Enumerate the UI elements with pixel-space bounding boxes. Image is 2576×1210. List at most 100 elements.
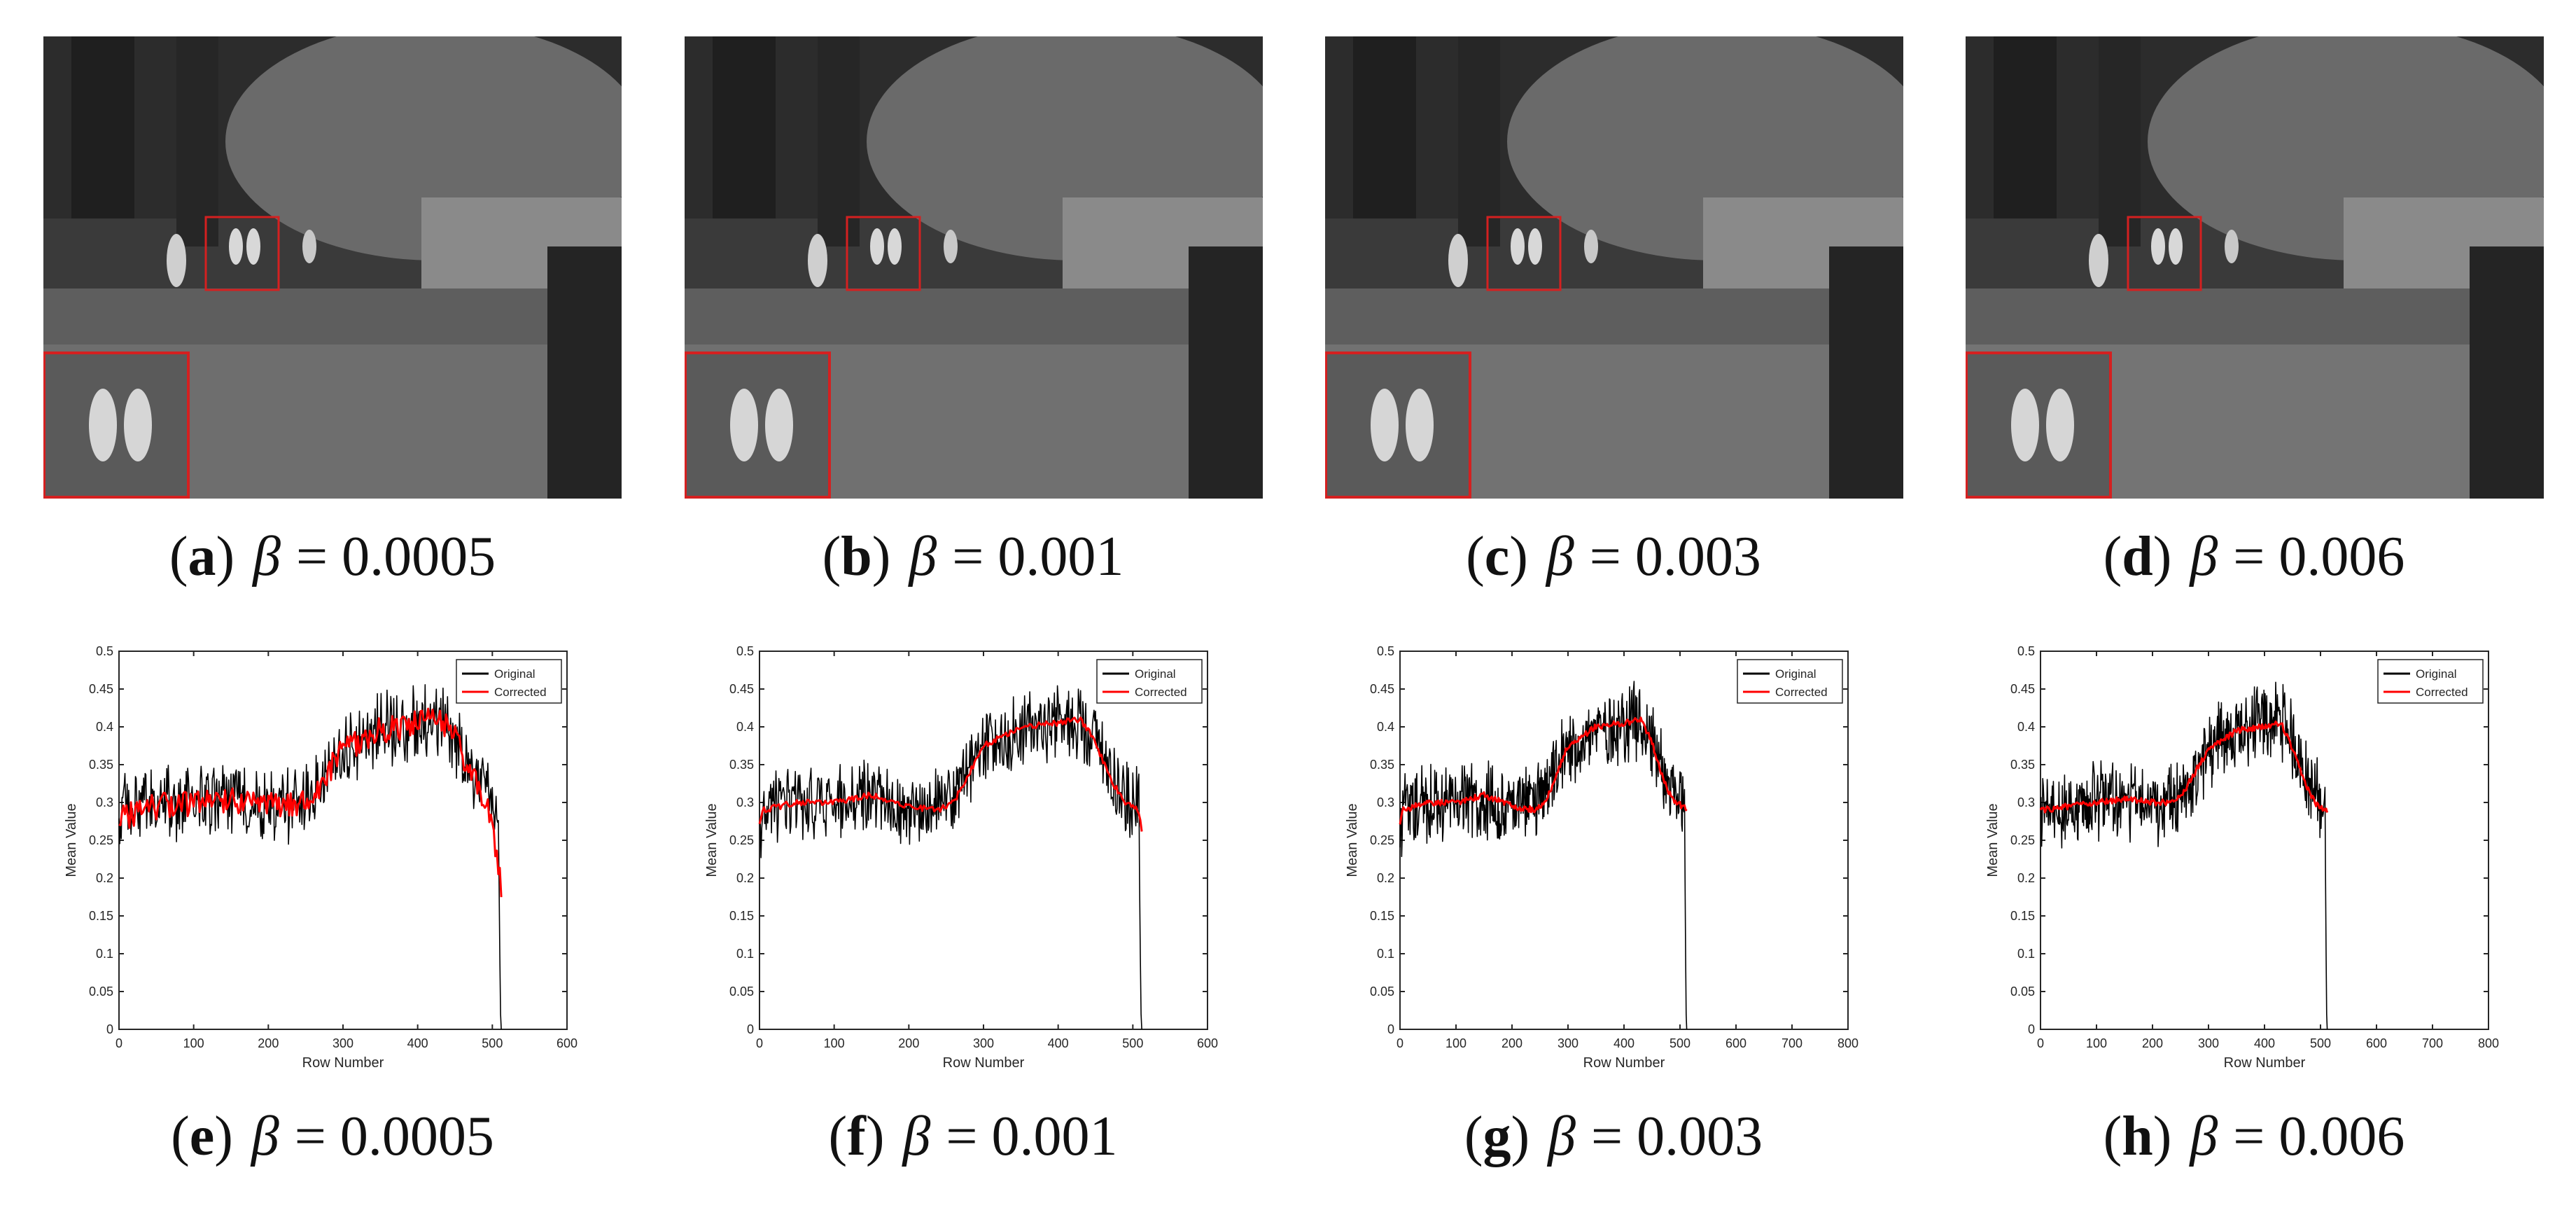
series-line-corrected (2039, 721, 2329, 814)
y-tick-label: 0.35 (1370, 758, 1394, 772)
y-tick-label: 0.05 (729, 985, 754, 999)
y-tick-label: 0.25 (89, 833, 113, 847)
series-line-original (2040, 681, 2328, 1030)
infrared-image-c (1325, 36, 1903, 499)
y-tick-label: 0.1 (2017, 947, 2035, 961)
plot-area (118, 651, 568, 1030)
series-line-original (118, 684, 502, 1030)
caption-g-beta: 0.003 (1637, 1106, 1763, 1167)
caption-h: (h) β = 0.006 (2103, 1106, 2405, 1167)
infrared-image-d (1966, 36, 2544, 499)
x-tick-label: 300 (973, 1036, 994, 1050)
mean-value-chart-e: 0 0.05 0.1 0.15 0.2 0.25 0.3 0.35 0.4 0.45 0.5 0 100… (31, 634, 634, 1082)
y-tick-label: 0.4 (96, 720, 113, 734)
y-tick-label: 0.5 (96, 644, 113, 658)
beta-symbol: β (251, 1106, 279, 1167)
x-tick-label: 200 (258, 1036, 279, 1050)
legend-label: Original (1775, 667, 1816, 681)
legend-label: Corrected (1775, 686, 1828, 699)
x-tick-label: 400 (1614, 1036, 1634, 1050)
x-tick-label: 200 (898, 1036, 919, 1050)
roi-box-a (204, 216, 280, 291)
y-tick-label: 0.25 (729, 833, 754, 847)
x-axis-label: Row Number (943, 1055, 1025, 1071)
caption-c-beta: 0.003 (1634, 526, 1761, 587)
y-tick-label: 0.05 (89, 985, 113, 999)
x-tick-label: 600 (1197, 1036, 1218, 1050)
y-axis-label: Mean Value (1985, 803, 2001, 877)
y-tick-label: 0.15 (729, 909, 754, 923)
x-tick-label: 0 (2037, 1036, 2044, 1050)
y-tick-label: 0.05 (1370, 985, 1394, 999)
y-tick-label: 0.3 (1377, 795, 1394, 809)
series-line-original (1399, 681, 1688, 1030)
legend-label: Original (494, 667, 536, 681)
x-tick-label: 500 (2310, 1036, 2331, 1050)
image-a-scene (43, 36, 622, 499)
legend-label: Corrected (2416, 686, 2468, 699)
y-tick-label: 0 (747, 1022, 754, 1036)
y-tick-label: 0.45 (2010, 682, 2035, 696)
roi-box-b (846, 216, 921, 291)
legend-label: Original (1135, 667, 1176, 681)
y-tick-label: 0.35 (89, 758, 113, 772)
legend-label: Corrected (1135, 686, 1187, 699)
beta-symbol: β (1546, 526, 1574, 587)
x-tick-label: 400 (2254, 1036, 2275, 1050)
x-tick-label: 200 (2142, 1036, 2163, 1050)
beta-symbol: β (902, 1106, 931, 1167)
y-tick-label: 0.25 (1370, 833, 1394, 847)
y-tick-label: 0.5 (1377, 644, 1394, 658)
caption-f-letter: f (847, 1106, 866, 1167)
beta-symbol: β (2190, 1106, 2218, 1167)
beta-symbol: β (2190, 526, 2218, 587)
y-tick-label: 0.45 (89, 682, 113, 696)
y-tick-label: 0.5 (736, 644, 754, 658)
y-tick-label: 0.2 (736, 871, 754, 885)
caption-a-beta: 0.0005 (342, 526, 496, 587)
image-c-scene (1325, 36, 1903, 499)
beta-symbol: β (1548, 1106, 1576, 1167)
y-tick-label: 0.35 (729, 758, 754, 772)
chart-f-svg: 0 0.05 0.1 0.15 0.2 0.25 0.3 0.35 0.4 0.45 0.5 0 100… (704, 644, 1218, 1071)
zoom-inset-c (1325, 352, 1471, 499)
chart-e-svg: 0 0.05 0.1 0.15 0.2 0.25 0.3 0.35 0.4 0.45 0.5 0 100… (64, 644, 578, 1071)
mean-value-chart-g: 0 0.05 0.1 0.15 0.2 0.25 0.3 0.35 0.4 0.45 0.5 0 100… (1312, 634, 1914, 1082)
y-axis-label: Mean Value (1345, 803, 1360, 877)
legend-box (1096, 659, 1203, 704)
chart-g-svg: 0 0.05 0.1 0.15 0.2 0.25 0.3 0.35 0.4 0.45 0.5 0 100… (1345, 644, 1858, 1071)
y-tick-label: 0.4 (1377, 720, 1394, 734)
x-tick-label: 600 (2366, 1036, 2387, 1050)
caption-d: (d) β = 0.006 (2103, 526, 2405, 587)
infrared-image-b (685, 36, 1263, 499)
legend-box (456, 659, 562, 704)
caption-c: (c) β = 0.003 (1466, 526, 1761, 587)
caption-g-letter: g (1483, 1106, 1511, 1167)
caption-h-beta: 0.006 (2278, 1106, 2405, 1167)
x-axis-label: Row Number (1583, 1055, 1665, 1071)
y-tick-label: 0 (1387, 1022, 1394, 1036)
infrared-image-a (43, 36, 622, 499)
x-tick-label: 700 (2422, 1036, 2443, 1050)
x-tick-label: 300 (2198, 1036, 2219, 1050)
x-tick-label: 100 (2086, 1036, 2107, 1050)
x-tick-label: 300 (332, 1036, 354, 1050)
caption-a: (a) β = 0.0005 (169, 526, 496, 587)
caption-b: (b) β = 0.001 (822, 526, 1124, 587)
x-tick-label: 600 (1726, 1036, 1746, 1050)
y-tick-label: 0.45 (729, 682, 754, 696)
legend-box (1737, 659, 1843, 704)
y-tick-label: 0.15 (1370, 909, 1394, 923)
y-tick-label: 0.4 (2017, 720, 2035, 734)
caption-e-beta: 0.0005 (340, 1106, 494, 1167)
caption-f-beta: 0.001 (991, 1106, 1118, 1167)
mean-value-chart-h: 0 0.05 0.1 0.15 0.2 0.25 0.3 0.35 0.4 0.45 0.5 0 100… (1953, 634, 2555, 1082)
y-tick-label: 0.2 (96, 871, 113, 885)
chart-h-svg: 0 0.05 0.1 0.15 0.2 0.25 0.3 0.35 0.4 0.45 0.5 0 100… (1985, 644, 2499, 1071)
x-tick-label: 300 (1558, 1036, 1578, 1050)
y-axis-label: Mean Value (704, 803, 720, 877)
caption-g: (g) β = 0.003 (1464, 1106, 1763, 1167)
y-tick-label: 0.5 (2017, 644, 2035, 658)
roi-box-c (1486, 216, 1562, 291)
x-tick-label: 100 (1446, 1036, 1466, 1050)
